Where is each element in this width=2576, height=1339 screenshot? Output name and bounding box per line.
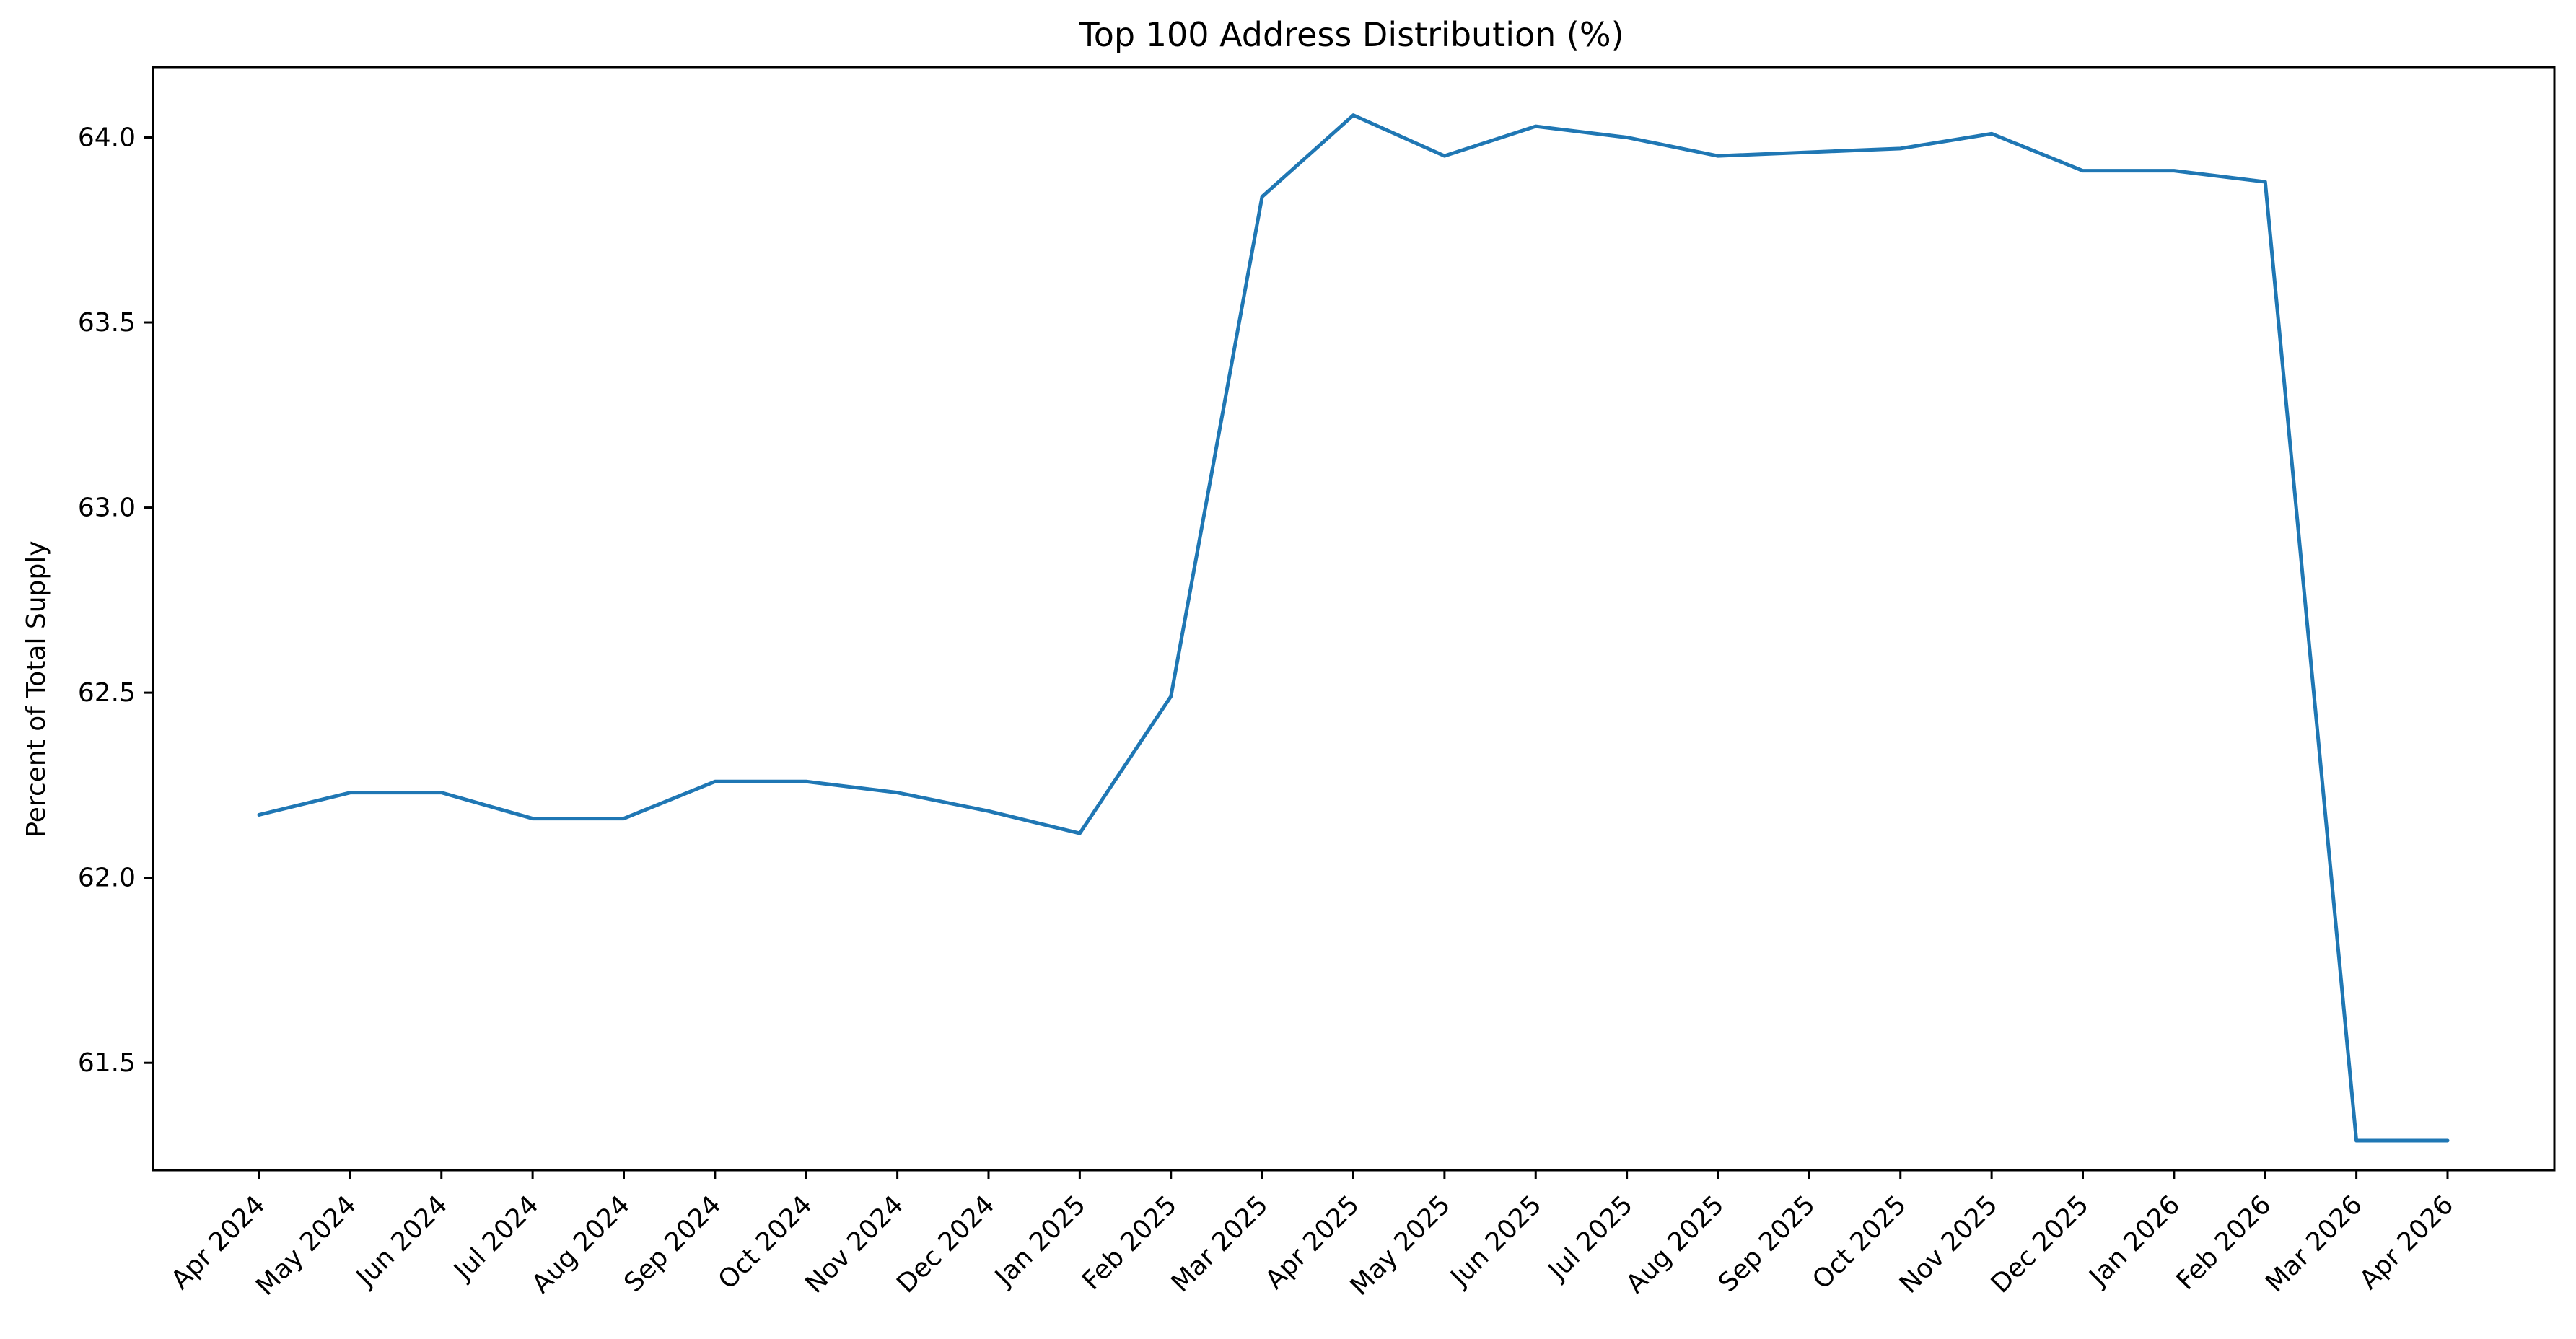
data-point: [1260, 195, 1264, 199]
data-point: [1625, 135, 1629, 139]
data-point: [1989, 131, 1994, 136]
data-point: [348, 791, 352, 795]
data-point: [1351, 113, 1356, 118]
y-tick-label: 62.0: [78, 864, 136, 893]
x-tick-label: Aug 2025: [1621, 1190, 1730, 1299]
data-point: [804, 779, 808, 783]
y-tick-label: 63.0: [78, 493, 136, 523]
x-tick-label: Jun 2024: [350, 1190, 453, 1293]
x-tick-label: May 2025: [1345, 1190, 1457, 1301]
x-tick-label: Dec 2025: [1986, 1190, 2095, 1299]
data-point: [439, 791, 444, 795]
data-point: [1533, 124, 1538, 128]
data-point: [1716, 154, 1720, 158]
x-tick-label: Jun 2025: [1445, 1190, 1548, 1293]
x-tick-label: Jan 2025: [989, 1190, 1092, 1293]
x-tick-label: Dec 2024: [891, 1190, 1000, 1299]
chart-title: Top 100 Address Distribution (%): [1078, 15, 1624, 54]
y-axis-ticks: 61.5 62.0 62.5 63.0 63.5 64.0: [78, 123, 153, 1078]
x-tick-label: Apr 2026: [2354, 1190, 2459, 1295]
y-tick-label: 64.0: [78, 123, 136, 152]
data-point: [2081, 169, 2085, 173]
data-point: [1807, 150, 1811, 154]
x-tick-label: Jan 2026: [2083, 1190, 2186, 1293]
data-point: [257, 812, 261, 817]
plot-frame: [152, 66, 2556, 1172]
x-tick-label: Nov 2025: [1894, 1190, 2004, 1299]
x-tick-label: Sep 2025: [1713, 1190, 1821, 1298]
y-tick-label: 61.5: [78, 1048, 136, 1078]
data-point: [2445, 1138, 2450, 1143]
data-point: [622, 817, 626, 821]
x-tick-label: Aug 2024: [526, 1190, 636, 1299]
data-point: [895, 791, 900, 795]
data-series: [257, 113, 2450, 1143]
data-point: [1442, 154, 1447, 158]
series-line-1: [257, 113, 2450, 1143]
data-point: [986, 809, 991, 813]
data-point: [2172, 169, 2176, 173]
series-layer: [257, 113, 2450, 1143]
data-point: [713, 779, 717, 783]
x-tick-label: Feb 2025: [1077, 1190, 1183, 1296]
x-tick-label: Mar 2025: [1166, 1190, 1274, 1298]
data-point: [2354, 1138, 2359, 1143]
x-tick-label: Jul 2024: [447, 1190, 544, 1286]
data-point: [2263, 180, 2267, 184]
data-point: [530, 817, 535, 821]
x-tick-label: Nov 2024: [799, 1190, 909, 1299]
x-tick-label: Feb 2026: [2171, 1190, 2277, 1296]
x-tick-label: Mar 2026: [2260, 1190, 2368, 1298]
y-tick-label: 63.5: [78, 308, 136, 338]
data-point: [1077, 831, 1082, 835]
y-tick-label: 62.5: [78, 678, 136, 708]
y-axis-label: Percent of Total Supply: [22, 540, 51, 837]
x-tick-label: Sep 2024: [618, 1190, 727, 1298]
x-tick-label: May 2024: [250, 1190, 362, 1301]
x-tick-label: Jul 2025: [1542, 1190, 1639, 1286]
data-point: [1169, 694, 1173, 698]
data-point: [1898, 146, 1903, 151]
